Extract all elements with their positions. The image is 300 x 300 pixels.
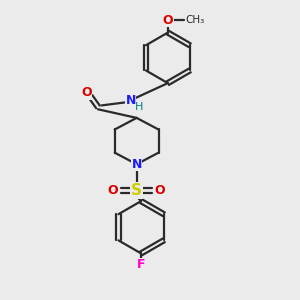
Text: O: O (81, 86, 92, 99)
Text: H: H (135, 103, 143, 112)
Text: F: F (137, 258, 145, 271)
Text: O: O (155, 184, 165, 197)
Text: O: O (163, 14, 173, 27)
Text: N: N (125, 94, 136, 107)
Text: N: N (131, 158, 142, 171)
Text: S: S (131, 183, 142, 198)
Text: O: O (108, 184, 118, 197)
Text: CH₃: CH₃ (185, 15, 205, 25)
